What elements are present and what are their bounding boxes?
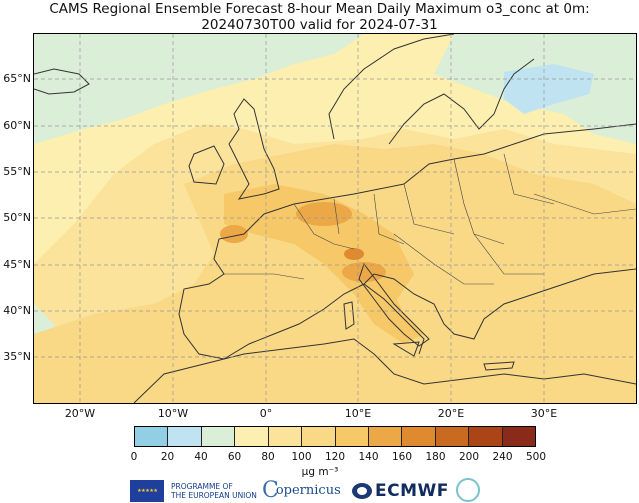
ecmwf-mark-icon [352, 483, 372, 499]
colorbar-tick-label: 120 [324, 451, 346, 463]
colorbar-segment [468, 427, 502, 446]
colorbar-segment [401, 427, 435, 446]
lon-label-20E: 20°E [437, 407, 465, 420]
coast-north-africa [133, 338, 636, 403]
colorbar-segment [434, 427, 469, 446]
eu-logo: ★ ★ ★ ★ ★ PROGRAMME OF THE EUROPEAN UNIO… [130, 480, 257, 502]
ozone-peak-france [220, 225, 248, 243]
lon-label-10E: 10°E [344, 407, 372, 420]
atmosphere-swirl-icon [456, 478, 480, 502]
lat-label-45N: 45°N [3, 258, 31, 271]
ecmwf-wordmark: ECMWF [375, 481, 449, 501]
title-line-2: 20240730T00 valid for 2024-07-31 [201, 17, 438, 33]
colorbar-segment [301, 427, 335, 446]
lon-label-10W: 10°W [157, 407, 189, 420]
colorbar-tick-label: 160 [391, 451, 413, 463]
lat-label-40N: 40°N [3, 304, 31, 317]
colorbar-segment [501, 427, 536, 446]
coast-crete [483, 361, 515, 371]
ozone-field-40-60-nw [34, 34, 364, 144]
colorbar-tick-label: 180 [425, 451, 446, 463]
coast-scandinavia [328, 34, 535, 145]
footer-logos: ★ ★ ★ ★ ★ PROGRAMME OF THE EUROPEAN UNIO… [0, 478, 639, 503]
colorbar-tick-label: 500 [525, 451, 547, 463]
copernicus-wordmark: opernicus [275, 483, 341, 498]
colorbar-tick-label: 60 [227, 451, 242, 463]
ozone-peak-benelux [296, 202, 352, 226]
lon-label-30E: 30°E [530, 407, 558, 420]
coast-ireland [188, 145, 225, 185]
lat-label-35N: 35°N [3, 350, 31, 363]
country-borders [224, 153, 636, 285]
colorbar-segment [267, 427, 302, 446]
lat-label-55N: 55°N [3, 165, 31, 178]
lat-label-65N: 65°N [3, 72, 31, 85]
colorbar-tick-label: 20 [160, 451, 175, 463]
eu-stars: ★ ★ ★ ★ ★ [137, 488, 158, 494]
graticule [34, 34, 636, 403]
lat-label-60N: 60°N [3, 119, 31, 132]
ozone-field-20-40-baltic [504, 64, 594, 114]
lat-label-50N: 50°N [3, 211, 31, 224]
colorbar-tick-label: 0 [130, 451, 138, 463]
atmosphere-service-logo [456, 478, 480, 502]
chart-title: CAMS Regional Ensemble Forecast 8-hour M… [0, 1, 639, 33]
colorbar-tick-label: 40 [194, 451, 208, 463]
coast-sicily [392, 341, 420, 357]
ozone-peak-poValley [342, 262, 386, 282]
eu-text-line-1: PROGRAMME OF [171, 482, 233, 491]
colorbar-tick-label: 100 [291, 451, 312, 463]
eu-flag-icon: ★ ★ ★ ★ ★ [130, 480, 164, 502]
copernicus-logo: C opernicus [262, 478, 341, 503]
coast-italy [358, 262, 430, 347]
colorbar-tick-label: 140 [358, 451, 379, 463]
coast-great-britain [228, 98, 280, 200]
colorbar-segment [167, 427, 201, 446]
ecmwf-logo: ECMWF [352, 481, 449, 501]
coast-iceland [34, 68, 90, 95]
map-canvas [34, 34, 636, 403]
colorbar-segment [334, 427, 368, 446]
colorbar-segment [135, 427, 168, 446]
colorbar [134, 426, 536, 447]
eu-programme-text: PROGRAMME OF THE EUROPEAN UNION [171, 482, 257, 500]
colorbar-tick-label: 80 [261, 451, 275, 463]
lon-label-20W: 20°W [64, 407, 96, 420]
colorbar-segment [200, 427, 235, 446]
lon-label-0: 0° [259, 407, 273, 420]
ozone-map [33, 33, 637, 404]
colorbar-segment [234, 427, 268, 446]
title-line-1: CAMS Regional Ensemble Forecast 8-hour M… [49, 1, 590, 17]
ozone-peak-alps [344, 248, 364, 260]
colorbar-unit: µg m⁻³ [301, 466, 339, 478]
copernicus-c-mark: C [262, 478, 279, 503]
eu-text-line-2: THE EUROPEAN UNION [171, 491, 257, 500]
coast-sardinia [343, 301, 355, 330]
colorbar-segment [367, 427, 402, 446]
colorbar-tick-label: 240 [492, 451, 513, 463]
colorbar-tick-label: 200 [458, 451, 480, 463]
